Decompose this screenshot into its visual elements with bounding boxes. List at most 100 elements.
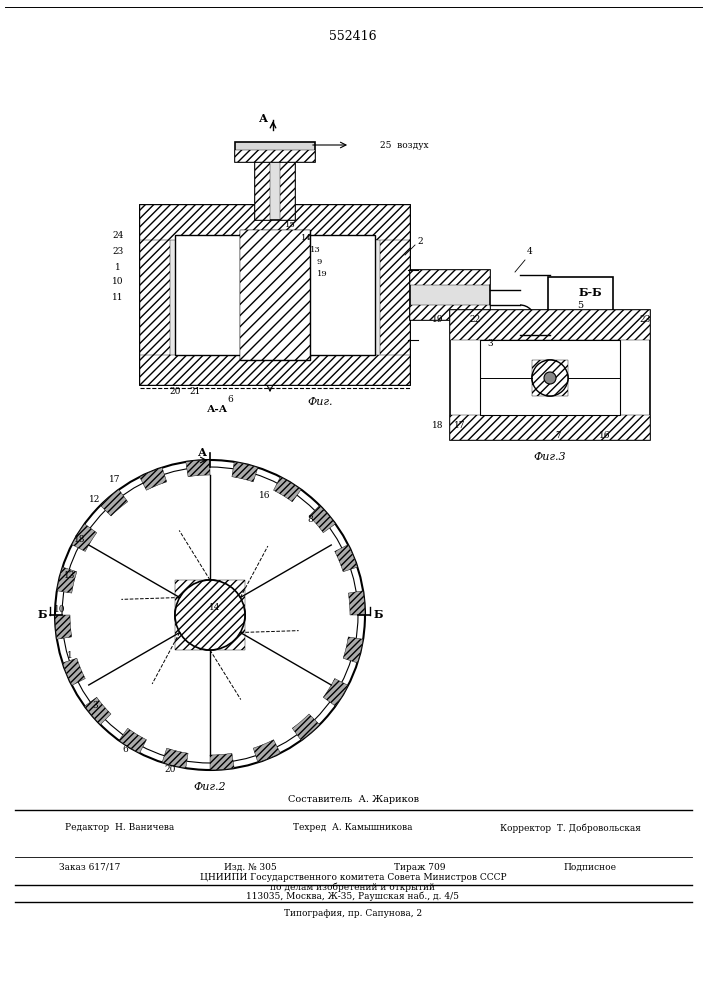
Bar — [450, 310, 650, 440]
Bar — [240, 230, 310, 360]
Text: Изд. № 305: Изд. № 305 — [223, 862, 276, 871]
Text: Редактор  Н. Ваничева: Редактор Н. Ваничева — [65, 824, 175, 832]
Circle shape — [544, 372, 556, 384]
Polygon shape — [57, 567, 77, 593]
Text: Подписное: Подписное — [563, 862, 617, 871]
Polygon shape — [85, 697, 111, 725]
Text: 4: 4 — [527, 247, 533, 256]
Bar — [480, 340, 620, 415]
Polygon shape — [55, 615, 71, 639]
Text: Фиг.: Фиг. — [308, 397, 333, 407]
Bar — [410, 270, 490, 320]
Text: 18: 18 — [74, 536, 86, 544]
Bar — [175, 235, 375, 355]
Text: Б: Б — [373, 609, 382, 620]
Bar — [240, 230, 310, 360]
Text: ЦНИИПИ Государственного комитета Совета Министров СССР: ЦНИИПИ Государственного комитета Совета … — [199, 874, 506, 882]
Text: 11: 11 — [112, 292, 124, 302]
Bar — [235, 142, 315, 162]
Text: Фиг.2: Фиг.2 — [194, 782, 226, 792]
Text: 10: 10 — [112, 277, 124, 286]
Circle shape — [532, 360, 568, 396]
Bar — [280, 160, 295, 220]
Polygon shape — [100, 490, 128, 516]
Text: А: А — [259, 112, 267, 123]
Text: 3: 3 — [487, 340, 493, 349]
Text: 12: 12 — [89, 495, 100, 504]
Text: 5: 5 — [577, 300, 583, 310]
Text: 17: 17 — [455, 420, 466, 430]
Text: по делам изобретений и открытий: по делам изобретений и открытий — [271, 882, 436, 892]
Bar — [255, 160, 295, 220]
Bar — [140, 205, 410, 240]
Polygon shape — [162, 748, 188, 768]
Text: 17: 17 — [110, 476, 121, 485]
Text: 22: 22 — [469, 316, 481, 324]
Circle shape — [175, 580, 245, 650]
Text: 1: 1 — [115, 262, 121, 271]
Polygon shape — [292, 714, 320, 740]
Polygon shape — [232, 462, 258, 482]
Text: 20: 20 — [169, 387, 181, 396]
Text: 8: 8 — [307, 516, 313, 524]
Text: 19: 19 — [432, 316, 444, 324]
Text: 18: 18 — [432, 420, 444, 430]
Text: 16: 16 — [259, 490, 271, 499]
Text: 10: 10 — [54, 605, 66, 614]
Text: 15: 15 — [285, 221, 296, 229]
Polygon shape — [309, 505, 335, 533]
Bar — [140, 355, 410, 385]
Polygon shape — [349, 591, 365, 615]
Text: 9: 9 — [316, 258, 322, 266]
Text: 3: 3 — [92, 700, 98, 710]
Text: 14: 14 — [209, 602, 221, 611]
Polygon shape — [186, 460, 210, 477]
Polygon shape — [72, 524, 97, 551]
Text: 14: 14 — [300, 234, 312, 242]
Text: 6: 6 — [122, 746, 128, 754]
Text: 13: 13 — [64, 570, 76, 580]
Text: 13: 13 — [310, 246, 320, 254]
Text: Фиг.3: Фиг.3 — [534, 452, 566, 462]
Bar — [410, 270, 490, 285]
Bar — [450, 310, 650, 340]
Text: 16: 16 — [600, 430, 611, 440]
Polygon shape — [253, 740, 281, 762]
Polygon shape — [334, 545, 358, 572]
Text: Типография, пр. Сапунова, 2: Типография, пр. Сапунова, 2 — [284, 908, 422, 918]
Bar — [140, 205, 170, 385]
Bar — [532, 360, 568, 396]
Polygon shape — [274, 477, 301, 502]
Polygon shape — [63, 658, 86, 685]
Bar — [410, 305, 490, 320]
Polygon shape — [119, 728, 146, 753]
Text: 23: 23 — [639, 316, 650, 324]
Text: 25  воздух: 25 воздух — [380, 140, 428, 149]
Text: 23: 23 — [112, 247, 124, 256]
Text: Тираж 709: Тираж 709 — [395, 862, 445, 871]
Polygon shape — [139, 468, 167, 490]
Polygon shape — [210, 753, 234, 770]
Bar — [140, 205, 410, 385]
Text: А: А — [197, 446, 206, 458]
Bar — [255, 160, 270, 220]
Text: 552416: 552416 — [329, 30, 377, 43]
Text: А-А: А-А — [207, 404, 228, 414]
Text: 19: 19 — [317, 270, 327, 278]
Polygon shape — [323, 679, 348, 706]
Text: Техред  А. Камышникова: Техред А. Камышникова — [293, 824, 413, 832]
Text: Б: Б — [37, 609, 47, 620]
Bar — [450, 415, 650, 440]
Text: 1: 1 — [67, 650, 73, 660]
Text: 21: 21 — [189, 387, 201, 396]
Text: 24: 24 — [112, 231, 124, 239]
Text: 20: 20 — [164, 766, 175, 774]
Text: 2: 2 — [417, 237, 423, 246]
Text: Составитель  А. Жариков: Составитель А. Жариков — [288, 796, 419, 804]
Text: 113035, Москва, Ж-35, Раушская наб., д. 4/5: 113035, Москва, Ж-35, Раушская наб., д. … — [247, 891, 460, 901]
Bar — [548, 277, 613, 332]
Polygon shape — [343, 637, 363, 663]
Text: 6: 6 — [227, 394, 233, 403]
Text: Заказ 617/17: Заказ 617/17 — [59, 862, 121, 871]
Bar — [175, 580, 245, 650]
